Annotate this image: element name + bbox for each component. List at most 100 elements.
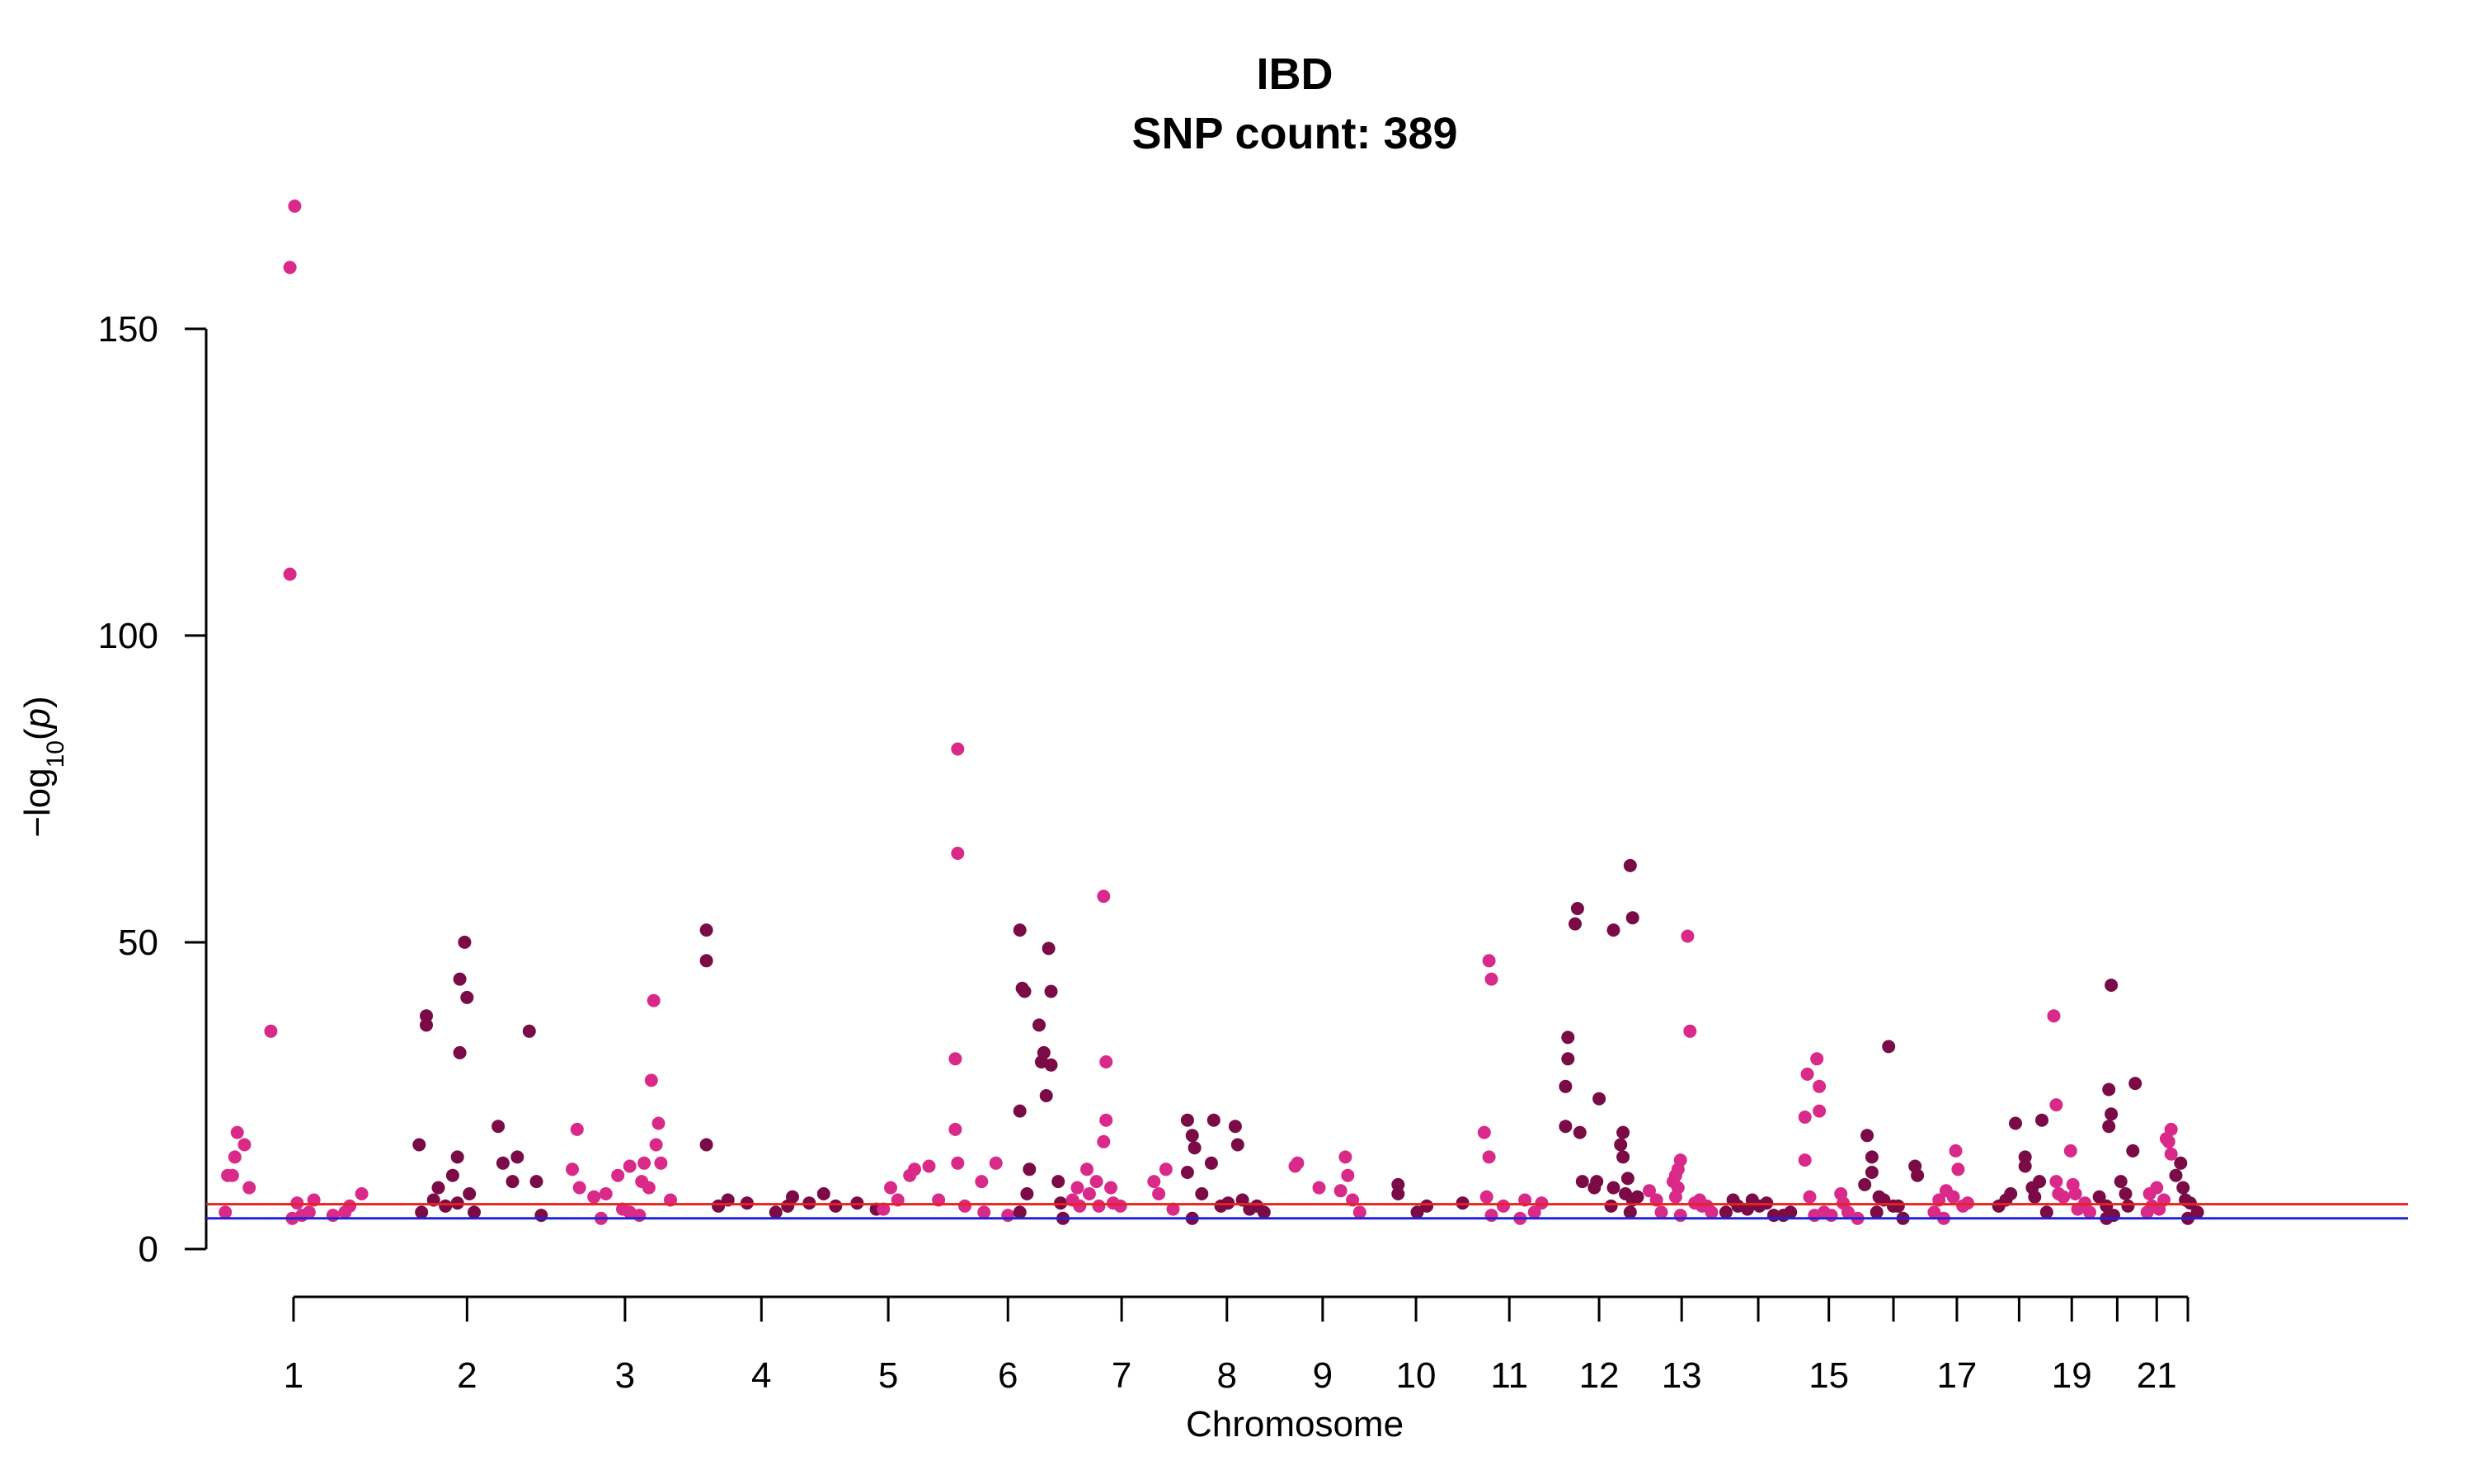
snp-point xyxy=(1625,911,1639,925)
snp-point xyxy=(529,1175,543,1189)
snp-point xyxy=(908,1162,921,1176)
snp-point xyxy=(1312,1181,1326,1195)
snp-point xyxy=(570,1122,584,1136)
snp-point xyxy=(431,1181,445,1195)
snp-point xyxy=(1949,1144,1963,1158)
snp-point xyxy=(1623,858,1637,872)
snp-point xyxy=(1482,954,1496,968)
snp-point xyxy=(951,847,965,860)
snp-point xyxy=(1654,1205,1668,1219)
snp-point xyxy=(654,1156,668,1170)
snp-point xyxy=(415,1205,429,1219)
snp-point xyxy=(1719,1205,1733,1219)
snp-point xyxy=(1927,1205,1941,1219)
snp-point xyxy=(644,1073,658,1087)
snp-point xyxy=(2161,1134,2175,1148)
snp-point xyxy=(1180,1113,1194,1127)
snp-point xyxy=(492,1120,506,1134)
snp-point xyxy=(1230,1138,1244,1152)
snp-point xyxy=(1391,1187,1405,1200)
snp-point xyxy=(1188,1141,1202,1155)
snp-point xyxy=(355,1187,369,1200)
snp-point xyxy=(2128,1077,2142,1091)
x-axis-label: Chromosome xyxy=(1186,1404,1404,1444)
threshold-lines xyxy=(206,1203,2408,1220)
snp-point xyxy=(611,1168,625,1182)
snp-point xyxy=(1614,1138,1628,1152)
snp-point xyxy=(1752,1199,1766,1213)
snp-point xyxy=(1477,1125,1491,1139)
snp-point xyxy=(1099,1113,1113,1127)
snp-point xyxy=(2083,1205,2096,1219)
snp-point xyxy=(1013,923,1027,937)
snp-point xyxy=(2121,1199,2135,1213)
snp-point xyxy=(975,1175,989,1189)
snp-point xyxy=(2164,1122,2178,1136)
snp-point xyxy=(242,1181,256,1195)
snp-points xyxy=(219,200,2204,1225)
snp-point xyxy=(1561,1052,1575,1066)
snp-point xyxy=(230,1125,244,1139)
snp-point xyxy=(264,1024,278,1038)
x-tick-label: 8 xyxy=(1217,1355,1237,1396)
snp-point xyxy=(2102,1120,2116,1134)
snp-point xyxy=(1575,1175,1589,1189)
x-tick-label: 1 xyxy=(284,1355,303,1396)
snp-point xyxy=(1484,1209,1498,1223)
snp-point xyxy=(1951,1162,1965,1176)
snp-point xyxy=(496,1156,510,1170)
snp-point xyxy=(649,1138,663,1152)
snp-point xyxy=(2028,1190,2042,1204)
snp-point xyxy=(1668,1190,1682,1204)
snp-point xyxy=(228,1150,242,1164)
snp-point xyxy=(1352,1205,1366,1219)
snp-point xyxy=(922,1159,936,1173)
snp-point xyxy=(1001,1209,1015,1223)
snp-point xyxy=(1630,1190,1644,1204)
snp-point xyxy=(1291,1156,1305,1170)
snp-point xyxy=(1092,1199,1106,1213)
snp-point xyxy=(450,1150,464,1164)
snp-point xyxy=(1860,1129,1874,1143)
snp-point xyxy=(1113,1199,1127,1213)
snp-point xyxy=(2164,1147,2178,1161)
x-tick-label: 7 xyxy=(1112,1355,1131,1396)
snp-point xyxy=(572,1181,586,1195)
snp-point xyxy=(1870,1205,1884,1219)
snp-point xyxy=(1606,1181,1620,1195)
snp-point xyxy=(1813,1079,1827,1093)
snp-point xyxy=(1097,1134,1111,1148)
snp-point xyxy=(989,1156,1003,1170)
snp-point xyxy=(1482,1150,1496,1164)
snp-point xyxy=(1042,942,1056,956)
snp-point xyxy=(1841,1205,1855,1219)
y-axis: 0 50 100 150 xyxy=(98,309,208,1270)
snp-point xyxy=(948,1052,962,1066)
x-axis: 1 2 3 4 5 6 7 8 9 10 11 12 13 15 17 19 21 xyxy=(284,1295,2189,1396)
snp-point xyxy=(1573,1125,1587,1139)
snp-point xyxy=(1559,1079,1573,1093)
snp-point xyxy=(616,1202,629,1216)
snp-point xyxy=(1044,1058,1058,1072)
x-tick-label: 10 xyxy=(1396,1355,1437,1396)
snp-point xyxy=(1152,1187,1166,1200)
snp-point xyxy=(1051,1175,1065,1189)
snp-point xyxy=(1956,1199,1970,1213)
snp-point xyxy=(829,1199,843,1213)
snp-point xyxy=(468,1205,481,1219)
snp-point xyxy=(1020,1187,1034,1200)
snp-point xyxy=(637,1156,651,1170)
snp-point xyxy=(1683,1024,1697,1038)
snp-point xyxy=(1616,1125,1630,1139)
snp-point xyxy=(1410,1205,1424,1219)
snp-point xyxy=(420,1009,433,1023)
snp-point xyxy=(1037,1045,1051,1059)
snp-point xyxy=(712,1199,726,1213)
y-tick-label: 0 xyxy=(139,1229,158,1270)
snp-point xyxy=(2176,1181,2190,1195)
x-tick-label: 17 xyxy=(1936,1355,1977,1396)
snp-point xyxy=(1013,1205,1027,1219)
snp-point xyxy=(1338,1150,1352,1164)
snp-point xyxy=(1865,1150,1879,1164)
snp-point xyxy=(1018,984,1032,998)
